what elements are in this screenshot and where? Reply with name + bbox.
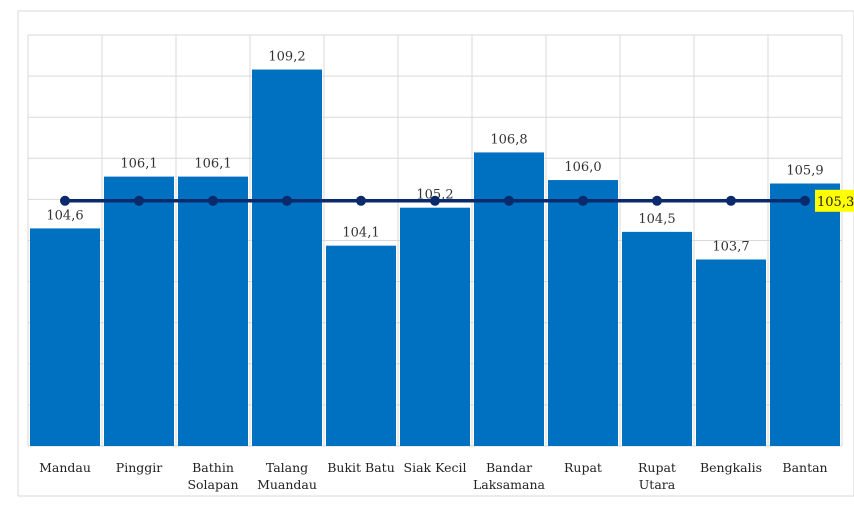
average-marker	[282, 195, 292, 206]
bar	[548, 180, 618, 446]
bar-value-label: 105,9	[786, 164, 823, 179]
category-label: Bathin Solapan	[187, 460, 238, 492]
bars-group	[30, 69, 840, 447]
bar	[696, 259, 766, 446]
average-marker	[356, 195, 366, 206]
bar	[30, 228, 100, 446]
bar-value-label: 103,7	[712, 239, 749, 254]
category-label: Bukit Batu	[327, 460, 395, 475]
category-label: Mandau	[39, 460, 91, 475]
category-label: Bandar Laksamana	[473, 460, 546, 492]
average-label-background	[815, 189, 854, 212]
bar-value-label: 106,0	[564, 160, 601, 175]
average-marker	[134, 195, 144, 206]
bar-value-label: 104,1	[342, 226, 379, 241]
bar-value-label: 104,5	[638, 212, 675, 227]
category-label: Rupat	[564, 460, 602, 475]
bar	[252, 69, 322, 447]
average-line-group: 105,3	[60, 189, 854, 212]
bar-value-label: 109,2	[268, 50, 305, 65]
average-marker	[208, 195, 218, 206]
bar	[770, 183, 840, 446]
bar	[622, 231, 692, 446]
bar-value-label: 106,1	[194, 157, 231, 172]
bar-value-label: 106,8	[490, 132, 527, 147]
bar	[326, 245, 396, 446]
category-label: Talang Muandau	[257, 460, 317, 492]
bar	[400, 207, 470, 446]
average-marker	[430, 195, 440, 206]
category-label: Bengkalis	[700, 460, 762, 475]
average-value-label: 105,3	[817, 195, 854, 210]
bar-value-label: 106,1	[120, 157, 157, 172]
bar	[178, 176, 248, 446]
value-labels-group: 104,6 106,1 106,1 109,2 104,1 105,2 106,8 106,0…	[46, 50, 823, 255]
category-label: Bantan	[782, 460, 827, 475]
category-label: Siak Kecil	[404, 460, 467, 475]
average-marker	[800, 195, 810, 206]
bar-value-label: 104,6	[46, 208, 83, 223]
average-marker	[578, 195, 588, 206]
category-labels-group: Mandau Pinggir Bathin Solapan Talang Muandau B…	[39, 460, 828, 492]
category-label: Pinggir	[116, 460, 162, 475]
bar	[104, 176, 174, 446]
category-label: Rupat Utara	[638, 460, 676, 492]
bar-value-label: 105,2	[416, 188, 453, 203]
average-marker	[504, 195, 514, 206]
average-marker	[652, 195, 662, 206]
average-marker	[726, 195, 736, 206]
average-marker	[60, 195, 70, 206]
